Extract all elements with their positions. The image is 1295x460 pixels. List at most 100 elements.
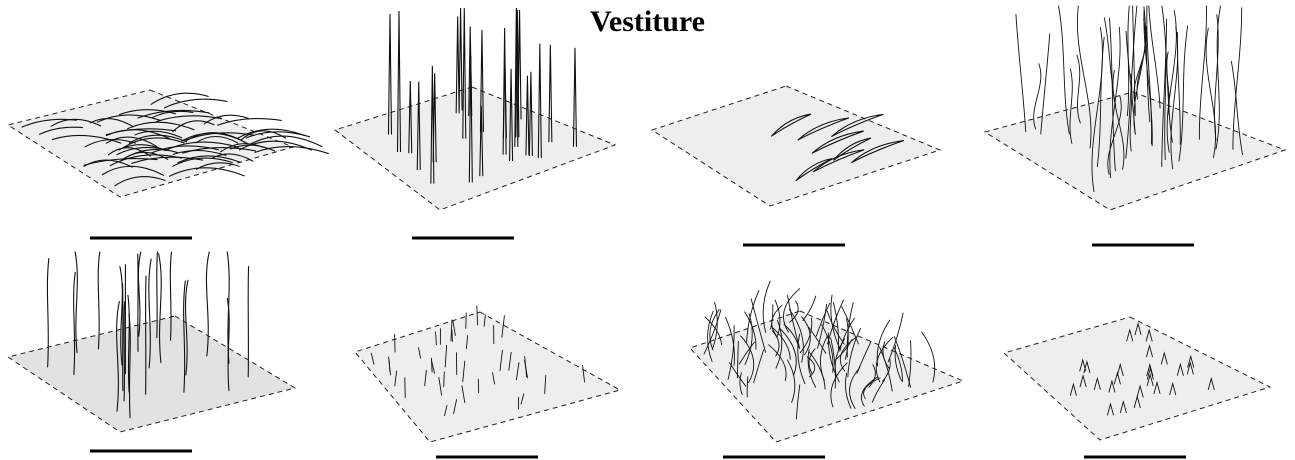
- hair-mark: [847, 327, 861, 378]
- hair-mark: [1161, 18, 1168, 167]
- hair-mark: [156, 251, 158, 339]
- hair-mark: [444, 404, 448, 417]
- hair-mark: [725, 316, 735, 366]
- vestiture-panel-erect-wavy-long: [6, 251, 297, 453]
- hair-mark: [808, 326, 827, 354]
- hair-mark: [424, 369, 427, 387]
- hair-mark: [834, 339, 853, 361]
- hair-mark: [771, 113, 812, 137]
- hair-mark: [74, 251, 78, 354]
- hair-mark: [116, 301, 120, 412]
- hair-mark: [97, 251, 101, 350]
- hair-mark: [807, 349, 817, 388]
- hair-mark: [762, 280, 771, 333]
- hair-mark: [921, 331, 936, 383]
- hair-mark: [150, 92, 209, 105]
- hair-mark: [150, 145, 220, 154]
- hair-mark: [181, 132, 249, 145]
- hair-mark: [1133, 394, 1141, 409]
- hair-mark: [830, 294, 841, 351]
- hair-mark: [1178, 25, 1189, 162]
- hair-mark: [431, 360, 436, 374]
- hair-mark: [528, 71, 533, 157]
- hair-mark: [1215, 5, 1221, 150]
- hair-mark: [1133, 31, 1147, 103]
- hair-mark: [172, 149, 227, 156]
- hair-mark: [833, 137, 872, 161]
- hair-mark: [148, 258, 152, 369]
- hair-mark: [871, 379, 886, 403]
- hair-mark: [856, 340, 872, 374]
- hair-mark: [452, 320, 456, 336]
- hair-mark: [164, 141, 239, 152]
- hair-mark: [458, 7, 463, 111]
- hair-mark: [1134, 321, 1142, 336]
- hair-mark: [172, 157, 233, 167]
- hair-mark: [462, 360, 466, 383]
- hair-mark: [831, 113, 884, 137]
- surface-patch: [6, 315, 297, 433]
- hair-mark: [101, 165, 164, 176]
- hair-mark: [1146, 362, 1154, 377]
- hair-mark: [704, 316, 723, 345]
- hair-mark: [846, 302, 854, 358]
- hair-mark: [1107, 402, 1114, 416]
- hair-mark: [387, 13, 393, 135]
- hair-mark: [797, 117, 850, 141]
- hair-mark: [396, 10, 402, 153]
- hair-mark: [52, 134, 122, 144]
- hair-mark: [408, 80, 413, 154]
- hair-mark: [875, 336, 894, 383]
- hair-mark: [525, 75, 530, 156]
- hair-mark: [1148, 5, 1161, 109]
- hair-mark: [435, 331, 437, 346]
- hair-mark: [808, 351, 826, 390]
- hair-mark: [788, 308, 804, 363]
- hair-mark: [119, 265, 123, 366]
- hair-mark: [1116, 362, 1124, 377]
- hair-mark: [107, 147, 151, 157]
- hair-mark: [1214, 14, 1219, 141]
- hair-mark: [455, 16, 460, 114]
- hair-mark: [1091, 26, 1103, 193]
- hair-mark: [779, 327, 797, 376]
- hair-mark: [845, 372, 852, 409]
- hair-mark: [860, 376, 878, 407]
- hair-mark: [808, 348, 816, 374]
- hair-mark: [514, 7, 519, 147]
- hair-mark: [1198, 5, 1207, 140]
- hair-mark: [806, 356, 816, 378]
- hair-mark: [501, 315, 505, 338]
- hair-mark: [502, 59, 507, 139]
- hair-mark: [1166, 10, 1177, 153]
- hair-mark: [479, 29, 484, 133]
- hair-mark: [169, 251, 173, 341]
- vestiture-panel-long-wavy-dense: [983, 5, 1287, 247]
- hair-mark: [216, 118, 282, 126]
- hair-mark: [177, 155, 241, 164]
- hair-mark: [582, 364, 586, 383]
- hair-mark: [163, 98, 228, 109]
- hair-mark: [1108, 379, 1116, 393]
- hair-mark: [184, 279, 189, 376]
- hair-mark: [245, 131, 311, 139]
- hair-mark: [453, 399, 458, 415]
- hair-mark: [887, 312, 904, 363]
- hair-mark: [499, 349, 503, 372]
- hair-mark: [537, 43, 542, 159]
- hair-mark: [203, 114, 249, 125]
- hair-mark: [746, 376, 749, 398]
- hair-mark: [783, 288, 801, 333]
- hair-mark: [1069, 68, 1073, 144]
- hair-mark: [205, 251, 210, 357]
- hair-mark: [46, 257, 50, 368]
- hair-mark: [868, 364, 876, 388]
- hair-mark: [1058, 5, 1070, 135]
- hair-mark: [1083, 360, 1091, 374]
- hair-mark: [1136, 26, 1148, 100]
- hair-mark: [461, 385, 466, 404]
- hair-mark: [183, 280, 186, 393]
- hair-mark: [1186, 361, 1194, 375]
- hair-mark: [787, 295, 801, 350]
